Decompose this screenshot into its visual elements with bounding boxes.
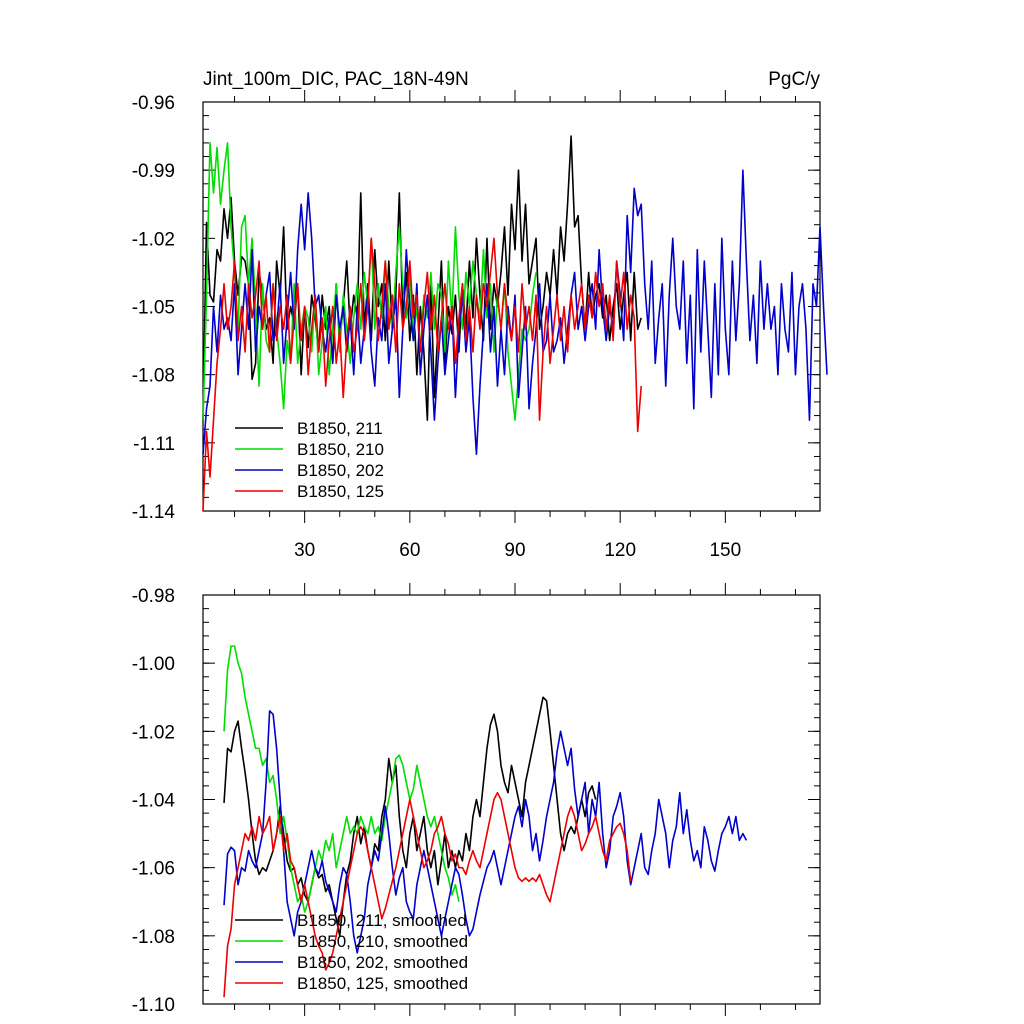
x-tick-label: 150 xyxy=(709,540,741,561)
y-tick-label: -1.00 xyxy=(132,654,175,675)
legend-label: B1850, 210 xyxy=(297,440,384,459)
x-tick-label: 30 xyxy=(294,540,315,561)
legend-label: B1850, 211, smoothed xyxy=(297,911,467,930)
bottom-panel: -0.98 -1.00 -1.02 -1.04 -1.06 -1.08 -1.10 B185… xyxy=(132,583,821,1016)
top-panel-units: PgC/y xyxy=(768,69,820,90)
top-panel-axes: -0.96 -0.99 -1.02 -1.05 -1.08 -1.11 -1.14 30 60 9… xyxy=(132,90,821,561)
top-panel-title: Jint_100m_DIC, PAC_18N-49N xyxy=(203,69,469,90)
y-tick-label: -1.08 xyxy=(132,927,175,948)
legend-label: B1850, 210, smoothed xyxy=(297,932,468,951)
legend-label: B1850, 211 xyxy=(297,419,383,438)
top-panel: Jint_100m_DIC, PAC_18N-49N PgC/y -0.96-0… xyxy=(132,69,828,561)
y-tick-label: -0.96 xyxy=(132,93,175,114)
series-line-b1850-210-smoothed xyxy=(223,645,460,913)
series-line-b1850-125 xyxy=(202,237,643,512)
y-tick-label: -1.02 xyxy=(132,229,175,250)
y-tick-label: -1.08 xyxy=(132,366,175,387)
x-tick-label: 60 xyxy=(399,540,420,561)
y-tick-label: -1.05 xyxy=(132,298,175,319)
bottom-panel-legend: B1850, 211, smoothed B1850, 210, smoothed… xyxy=(235,911,468,993)
y-tick-label: -1.11 xyxy=(133,434,175,455)
legend-label: B1850, 125 xyxy=(297,482,384,501)
legend-label: B1850, 202, smoothed xyxy=(297,953,468,972)
y-tick-label: -1.10 xyxy=(132,995,175,1016)
legend-label: B1850, 125, smoothed xyxy=(297,974,468,993)
x-tick-label: 90 xyxy=(504,540,525,561)
y-tick-label: -1.02 xyxy=(132,722,175,743)
y-tick-label: -1.06 xyxy=(132,859,175,880)
top-panel-legend: B1850, 211 B1850, 210 B1850, 202 B1850, 125 xyxy=(235,419,384,501)
bottom-panel-axes: -0.98 -1.00 -1.02 -1.04 -1.06 -1.08 -1.10 xyxy=(132,583,821,1016)
series-line-b1850-202 xyxy=(202,169,828,455)
series-line-b1850-202-smoothed xyxy=(223,710,748,954)
legend-label: B1850, 202 xyxy=(297,461,384,480)
series-line-b1850-125-smoothed xyxy=(223,791,632,998)
y-tick-label: -1.04 xyxy=(132,791,176,812)
top-panel-series xyxy=(202,135,828,512)
series-line-b1850-211-smoothed xyxy=(223,696,597,937)
bottom-panel-series xyxy=(223,645,748,998)
y-tick-label: -1.14 xyxy=(132,502,176,523)
x-tick-label: 120 xyxy=(604,540,636,561)
y-tick-label: -0.99 xyxy=(132,161,175,182)
y-tick-label: -0.98 xyxy=(132,586,175,607)
